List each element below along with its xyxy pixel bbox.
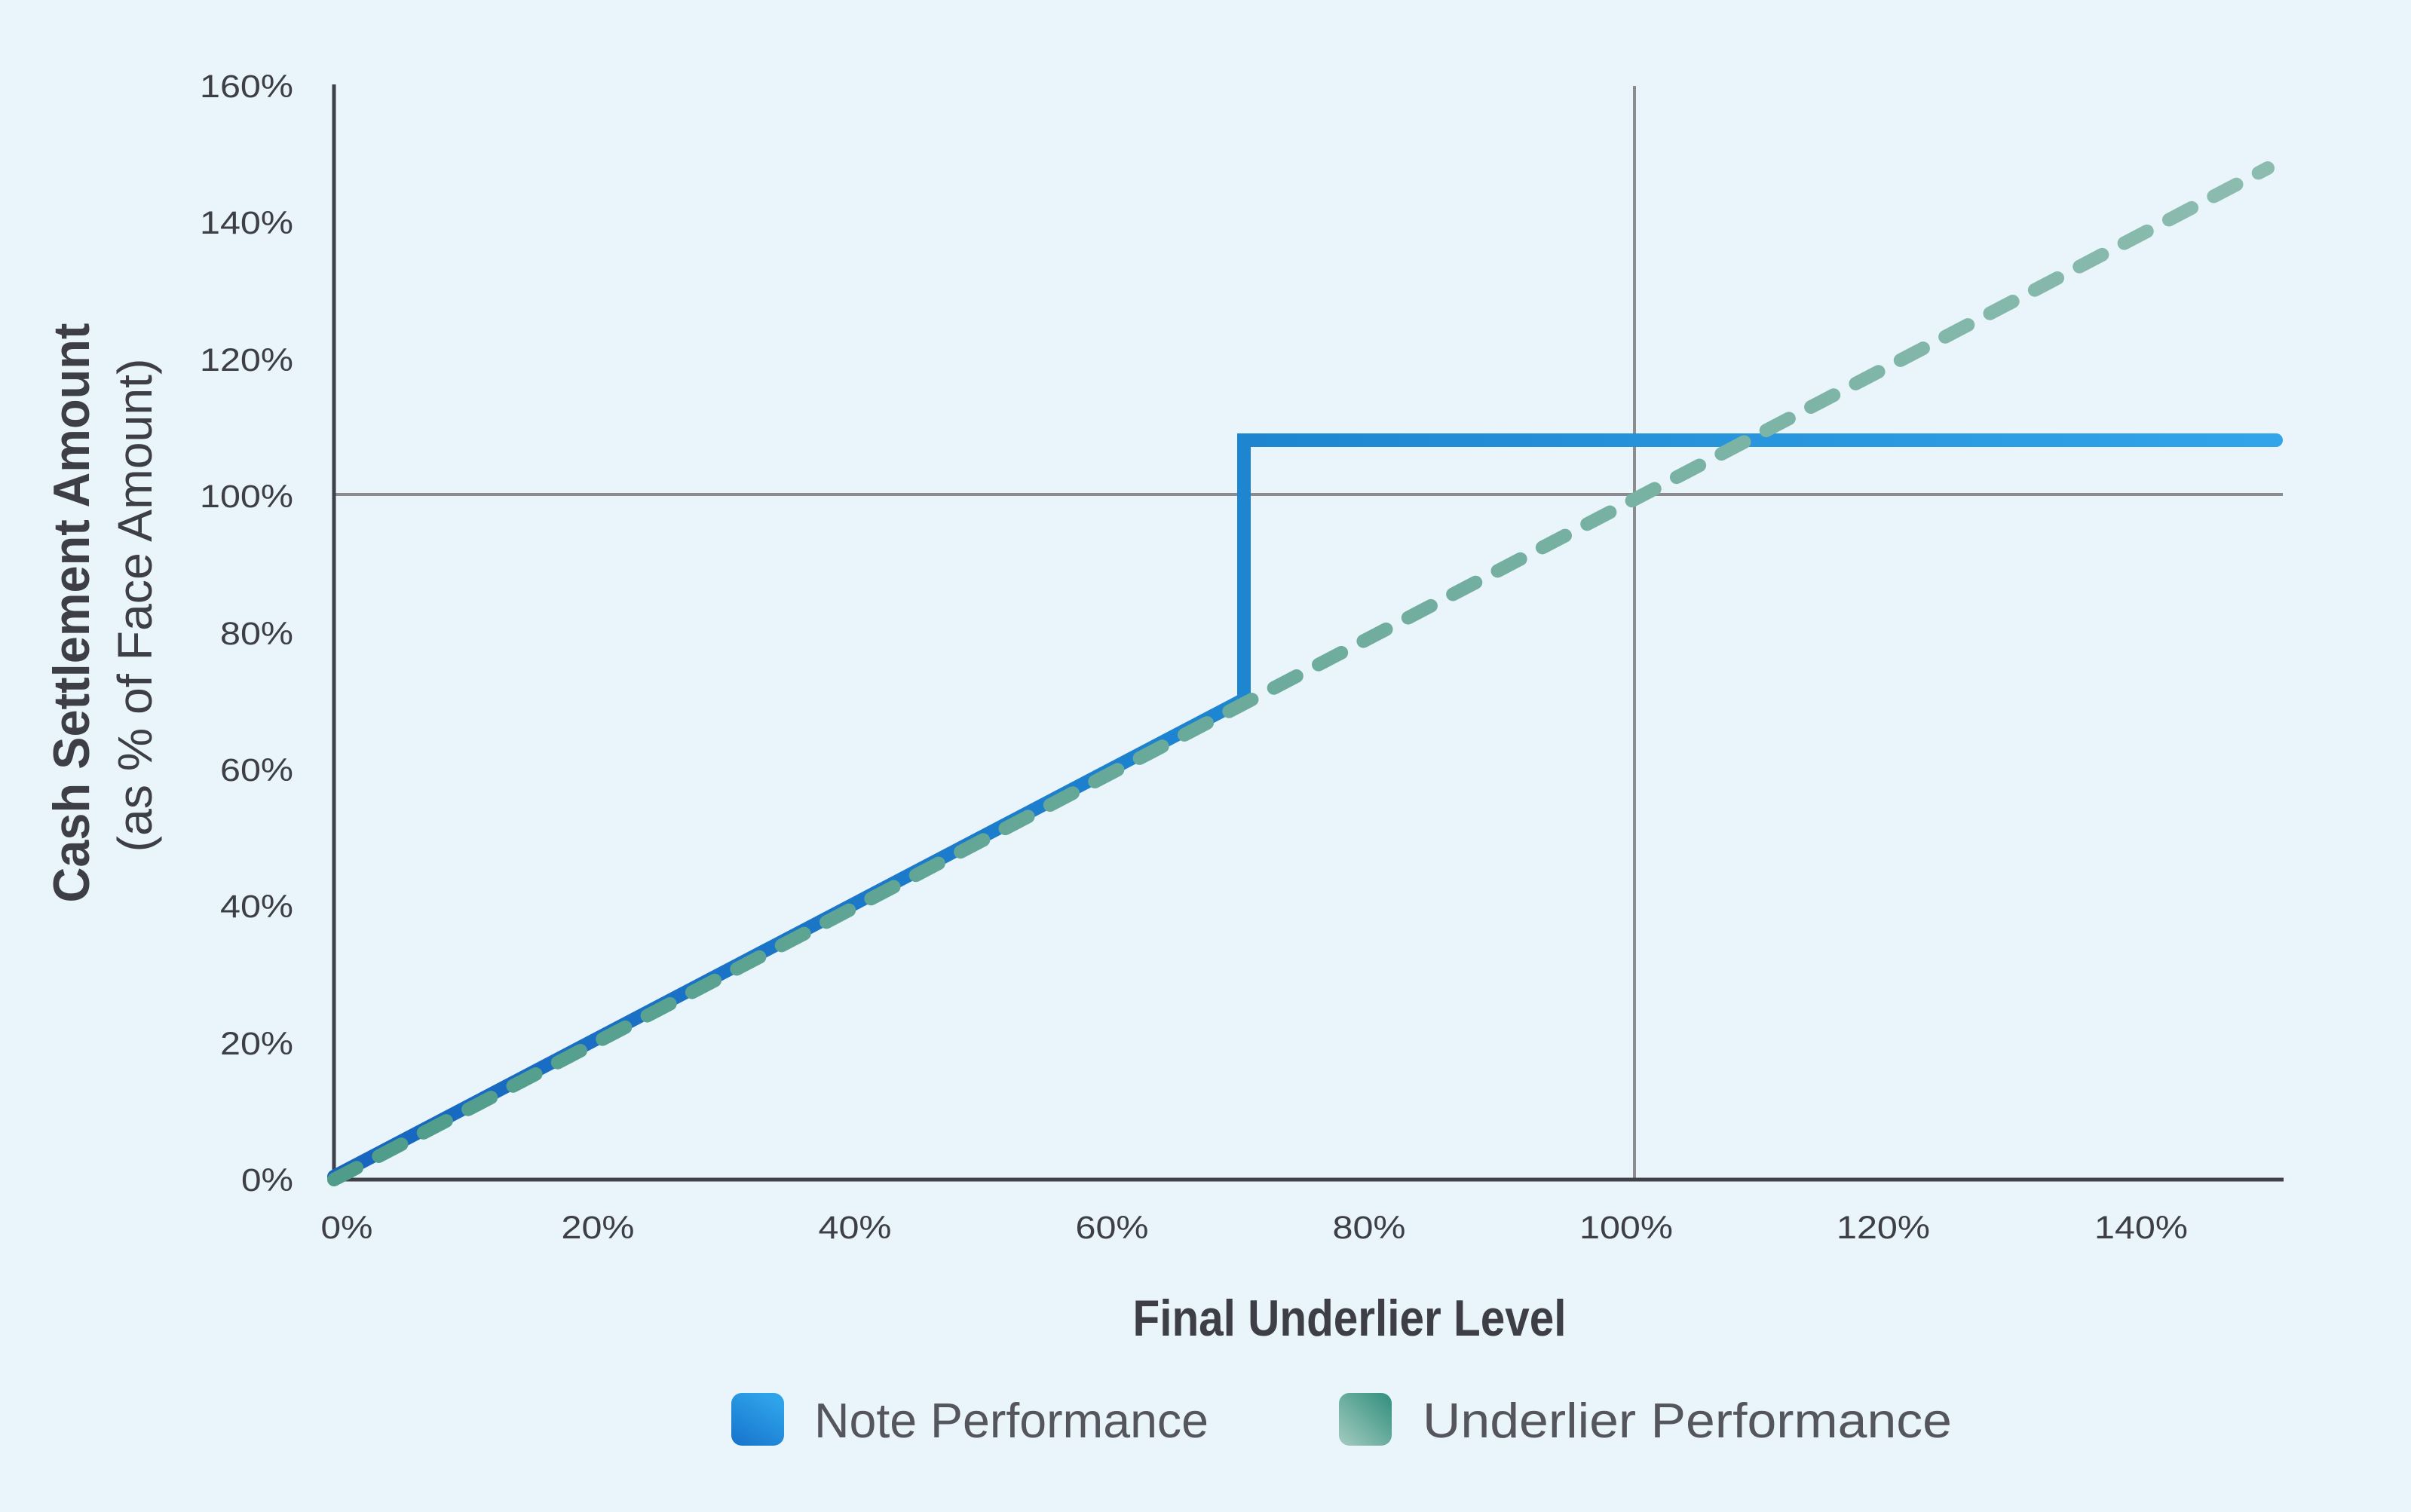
svg-text:80%: 80% bbox=[220, 616, 293, 652]
svg-text:0%: 0% bbox=[241, 1162, 293, 1198]
svg-text:60%: 60% bbox=[1076, 1210, 1149, 1246]
svg-text:120%: 120% bbox=[200, 342, 293, 378]
svg-text:160%: 160% bbox=[200, 69, 293, 105]
svg-text:(as % of Face Amount): (as % of Face Amount) bbox=[108, 359, 162, 852]
svg-text:Cash Settlement Amount: Cash Settlement Amount bbox=[43, 323, 100, 903]
svg-text:Note Performance: Note Performance bbox=[814, 1393, 1209, 1448]
svg-text:40%: 40% bbox=[819, 1210, 892, 1246]
svg-text:40%: 40% bbox=[220, 889, 293, 925]
svg-text:Final Underlier Level: Final Underlier Level bbox=[1133, 1290, 1567, 1347]
svg-text:120%: 120% bbox=[1837, 1210, 1930, 1246]
svg-text:60%: 60% bbox=[220, 752, 293, 788]
svg-text:140%: 140% bbox=[200, 205, 293, 241]
svg-text:100%: 100% bbox=[1579, 1210, 1673, 1246]
svg-text:100%: 100% bbox=[200, 479, 293, 515]
svg-text:Underlier Performance: Underlier Performance bbox=[1423, 1393, 1952, 1448]
svg-text:80%: 80% bbox=[1333, 1210, 1406, 1246]
svg-text:140%: 140% bbox=[2094, 1210, 2188, 1246]
svg-text:0%: 0% bbox=[321, 1210, 373, 1246]
svg-text:20%: 20% bbox=[220, 1026, 293, 1062]
svg-text:20%: 20% bbox=[562, 1210, 635, 1246]
